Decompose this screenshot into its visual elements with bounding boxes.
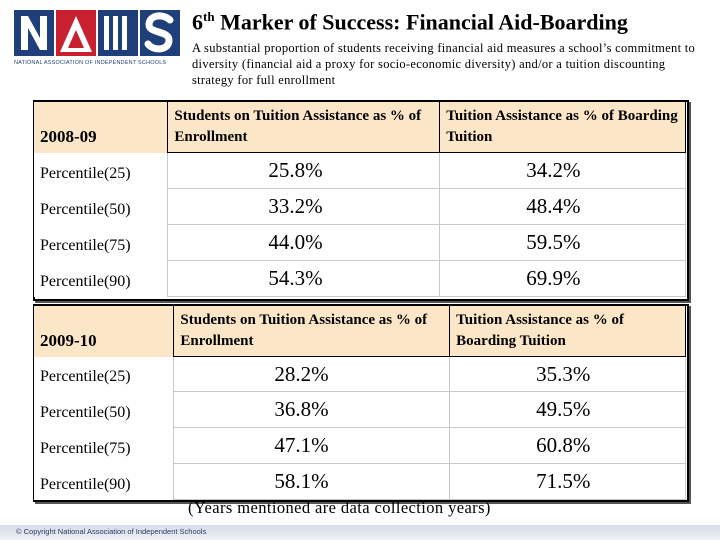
nais-logo: NATIONAL ASSOCIATION OF INDEPENDENT SCHO…	[14, 8, 186, 70]
footer-bar	[0, 525, 720, 540]
row-label: Percentile(75)	[34, 224, 168, 261]
row-label: Percentile(25)	[34, 152, 168, 189]
nais-logo-mark	[14, 10, 180, 56]
value-cell: 58.1%	[173, 463, 451, 500]
value-cell: 49.5%	[449, 391, 686, 428]
logo-caption: NATIONAL ASSOCIATION OF INDEPENDENT SCHO…	[14, 60, 167, 66]
row-label: Percentile(50)	[34, 391, 174, 428]
row-label: Percentile(50)	[34, 188, 168, 225]
value-cell: 60.8%	[449, 427, 686, 464]
table-2009-10: 2009-10 Students on Tuition Assistance a…	[34, 305, 686, 500]
row-label: Percentile(25)	[34, 356, 174, 392]
table-row: Percentile(90) 54.3% 69.9%	[34, 260, 686, 297]
value-cell: 71.5%	[449, 463, 686, 500]
value-cell: 33.2%	[167, 188, 441, 225]
table-row: Percentile(50) 33.2% 48.4%	[34, 188, 686, 225]
col2-header: Tuition Assistance as % of Boarding Tuit…	[449, 305, 686, 357]
title-number: 6	[192, 9, 203, 35]
table-2008-09: 2008-09 Students on Tuition Assistance a…	[34, 101, 686, 297]
value-cell: 36.8%	[173, 391, 451, 428]
row-label: Percentile(90)	[34, 260, 168, 297]
col2-header: Tuition Assistance as % of Boarding Tuit…	[439, 101, 686, 153]
table-row: Percentile(25) 25.8% 34.2%	[34, 152, 686, 189]
table-row: Percentile(75) 47.1% 60.8%	[34, 427, 686, 464]
value-cell: 47.1%	[173, 427, 451, 464]
page-title: 6th Marker of Success: Financial Aid-Boa…	[192, 9, 628, 35]
value-cell: 34.2%	[439, 152, 686, 189]
copyright-notice: © Copyright National Association of Inde…	[16, 527, 207, 536]
title-text: Marker of Success: Financial Aid-Boardin…	[214, 9, 628, 35]
row-label: Percentile(90)	[34, 463, 174, 500]
table-row: Percentile(50) 36.8% 49.5%	[34, 391, 686, 428]
year-label: 2008-09	[34, 101, 169, 153]
footnote: (Years mentioned are data collection yea…	[188, 498, 491, 517]
row-label: Percentile(75)	[34, 427, 174, 464]
value-cell: 44.0%	[167, 224, 441, 261]
value-cell: 48.4%	[439, 188, 686, 225]
table-row: Percentile(25) 28.2% 35.3%	[34, 356, 686, 392]
col1-header: Students on Tuition Assistance as % of E…	[167, 101, 441, 153]
value-cell: 35.3%	[449, 356, 686, 392]
year-label: 2009-10	[34, 305, 175, 357]
value-cell: 54.3%	[167, 260, 441, 297]
table-row: Percentile(75) 44.0% 59.5%	[34, 224, 686, 261]
title-suffix: th	[203, 9, 215, 24]
page-subtitle: A substantial proportion of students rec…	[192, 41, 696, 87]
value-cell: 28.2%	[173, 356, 451, 392]
value-cell: 25.8%	[167, 152, 441, 189]
table-row: Percentile(90) 58.1% 71.5%	[34, 463, 686, 500]
col1-header: Students on Tuition Assistance as % of E…	[173, 305, 451, 357]
value-cell: 69.9%	[439, 260, 686, 297]
value-cell: 59.5%	[439, 224, 686, 261]
